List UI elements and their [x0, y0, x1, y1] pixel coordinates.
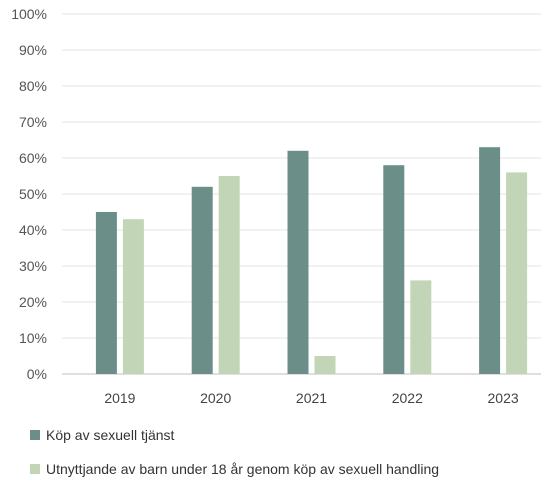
y-tick-label: 0%: [27, 366, 47, 382]
bar-2021-series-2: [314, 356, 336, 374]
y-tick-label: 10%: [19, 330, 47, 346]
legend-swatch-series-1: [30, 430, 40, 440]
bar-2020-series-2: [218, 176, 240, 374]
y-tick-label: 60%: [19, 150, 47, 166]
bars: [95, 147, 528, 374]
bar-2023-series-1: [479, 147, 501, 374]
y-tick-label: 40%: [19, 222, 47, 238]
x-tick-label-2021: 2021: [296, 390, 327, 406]
legend-label-series-1: Köp av sexuell tjänst: [46, 427, 175, 443]
bar-2020-series-1: [191, 186, 213, 374]
x-axis-ticks: 2019 2020 2021 2022 2023: [104, 390, 519, 406]
bar-2023-series-2: [506, 172, 528, 374]
y-axis-ticks: 0% 10% 20% 30% 40% 50% 60% 70% 80% 90% 100%: [11, 6, 47, 382]
legend-label-series-2: Utnyttjande av barn under 18 år genom kö…: [46, 461, 440, 477]
y-tick-label: 20%: [19, 294, 47, 310]
y-tick-label: 80%: [19, 78, 47, 94]
bar-2022-series-2: [410, 280, 432, 374]
y-tick-label: 50%: [19, 186, 47, 202]
legend-item-series-1: Köp av sexuell tjänst: [30, 427, 174, 443]
y-tick-label: 100%: [11, 6, 47, 22]
x-tick-label-2020: 2020: [200, 390, 231, 406]
y-tick-label: 90%: [19, 42, 47, 58]
bar-2021-series-1: [287, 150, 309, 374]
bar-2022-series-1: [383, 165, 405, 374]
x-tick-label-2022: 2022: [392, 390, 423, 406]
legend-item-series-2: Utnyttjande av barn under 18 år genom kö…: [30, 461, 439, 477]
x-tick-label-2019: 2019: [104, 390, 135, 406]
bar-2019-series-2: [122, 219, 144, 374]
bar-2019-series-1: [95, 212, 117, 374]
x-tick-label-2023: 2023: [488, 390, 519, 406]
legend-swatch-series-2: [30, 464, 40, 474]
y-tick-label: 30%: [19, 258, 47, 274]
y-tick-label: 70%: [19, 114, 47, 130]
